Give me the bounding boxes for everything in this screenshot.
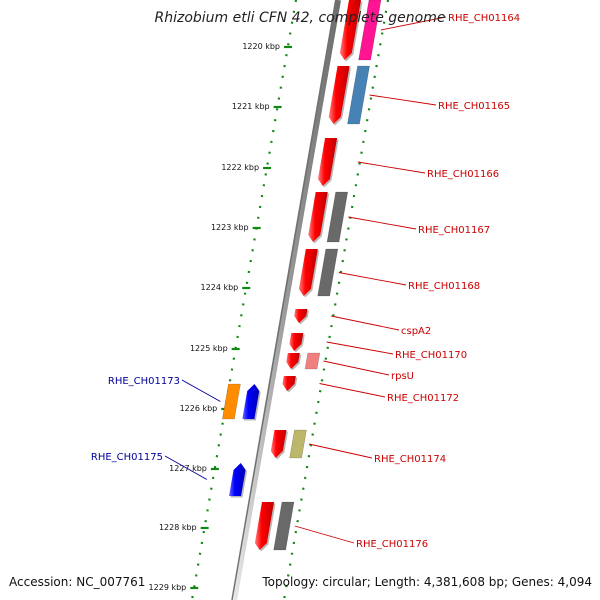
kbp-label: 1228 kbp <box>159 523 197 532</box>
gene-label[interactable]: RHE_CH01168 <box>408 281 480 292</box>
label-leader <box>331 315 400 331</box>
label-leader <box>319 383 386 398</box>
cog-block <box>347 65 370 125</box>
gene-arrow[interactable] <box>328 66 350 124</box>
cog-block <box>304 352 321 370</box>
gene-label[interactable]: RHE_CH01175 <box>91 452 163 463</box>
gene-label[interactable]: RHE_CH01170 <box>395 350 467 361</box>
gene-track <box>222 0 382 552</box>
cog-block <box>222 383 241 420</box>
kbp-label: 1222 kbp <box>221 163 259 172</box>
kbp-label: 1221 kbp <box>232 102 270 111</box>
label-leader <box>369 94 437 106</box>
gene-arrow[interactable] <box>242 384 260 419</box>
cog-block <box>358 0 382 61</box>
gene-label[interactable]: RHE_CH01174 <box>374 454 446 465</box>
gene-label[interactable]: RHE_CH01176 <box>356 539 428 550</box>
gene-arrow[interactable] <box>289 333 304 351</box>
gene-arrow[interactable] <box>294 309 308 323</box>
gene-arrow[interactable] <box>298 249 318 296</box>
backbone-line <box>231 0 341 600</box>
label-leader <box>294 525 355 544</box>
gene-label[interactable]: rpsU <box>391 371 414 382</box>
kbp-label: 1226 kbp <box>180 404 218 413</box>
gene-label[interactable]: RHE_CH01173 <box>108 376 180 387</box>
label-leader <box>323 360 390 376</box>
gene-label[interactable]: RHE_CH01165 <box>438 101 510 112</box>
label-leader <box>380 16 447 31</box>
backbone-edge <box>231 0 337 600</box>
label-leaders <box>164 16 447 544</box>
cog-block <box>289 429 307 459</box>
kbp-label: 1223 kbp <box>211 223 249 232</box>
gene-arrow[interactable] <box>308 192 328 242</box>
kbp-label: 1229 kbp <box>149 583 187 592</box>
gene-labels: RHE_CH01164 RHE_CH01165 RHE_CH01166 RHE_CH0… <box>91 13 520 550</box>
gene-arrow[interactable] <box>286 353 300 369</box>
map-title: Rhizobium etli CFN 42, complete genome <box>154 10 446 26</box>
gene-arrow[interactable] <box>282 376 296 391</box>
label-leader <box>338 272 407 286</box>
gene-arrow[interactable] <box>270 430 287 458</box>
kbp-label: 1224 kbp <box>201 283 239 292</box>
kbp-label: 1225 kbp <box>190 344 228 353</box>
cog-block <box>326 191 349 243</box>
topology-text: Topology: circular; Length: 4,381,608 bp… <box>262 575 592 589</box>
gene-arrow[interactable] <box>229 463 246 496</box>
gene-label[interactable]: RHE_CH01166 <box>427 169 499 180</box>
label-leader <box>308 443 373 459</box>
cog-block <box>273 501 295 551</box>
gene-label[interactable]: cspA2 <box>401 326 431 337</box>
cog-block <box>317 248 339 297</box>
gene-label[interactable]: RHE_CH01164 <box>448 13 520 24</box>
label-leader <box>357 161 426 174</box>
gene-arrow[interactable] <box>339 0 361 60</box>
gene-label[interactable]: RHE_CH01167 <box>418 225 490 236</box>
accession-text: Accession: NC_007761 <box>9 575 146 589</box>
kbp-label: 1220 kbp <box>242 42 280 51</box>
gene-label[interactable]: RHE_CH01172 <box>387 393 459 404</box>
gene-arrow[interactable] <box>254 502 274 550</box>
label-leader <box>164 455 208 480</box>
label-leader <box>326 341 394 355</box>
label-leader <box>181 379 221 402</box>
label-leader <box>348 216 417 230</box>
right-tick-track <box>282 0 390 600</box>
left-tick-track <box>190 0 298 600</box>
gene-arrow[interactable] <box>317 138 338 186</box>
